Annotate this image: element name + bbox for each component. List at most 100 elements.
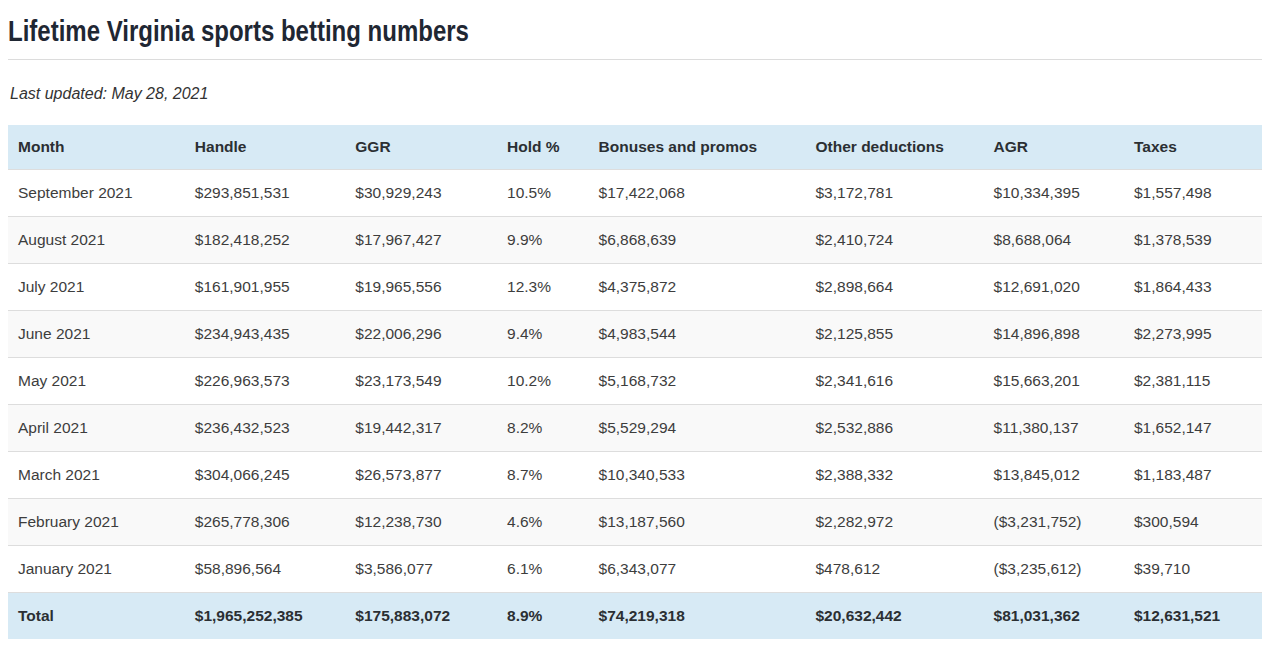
total-handle-cell: $1,965,252,385 — [185, 593, 346, 640]
taxes-cell: $300,594 — [1124, 499, 1262, 546]
table-row-july-2021: July 2021 $161,901,955 $19,965,556 12.3%… — [8, 264, 1262, 311]
taxes-cell: $2,381,115 — [1124, 358, 1262, 405]
ggr-cell: $12,238,730 — [345, 499, 497, 546]
month-cell: January 2021 — [8, 546, 185, 593]
page-title-text: Lifetime Virginia sports betting numbers — [8, 15, 469, 47]
bonuses-cell: $6,343,077 — [589, 546, 806, 593]
taxes-cell: $1,652,147 — [1124, 405, 1262, 452]
month-cell: June 2021 — [8, 311, 185, 358]
hold-pct-cell: 12.3% — [497, 264, 589, 311]
agr-cell: $13,845,012 — [984, 452, 1124, 499]
agr-cell: $10,334,395 — [984, 170, 1124, 217]
column-header-ggr: GGR — [345, 125, 497, 170]
agr-cell: $14,896,898 — [984, 311, 1124, 358]
column-header-hold-pct: Hold % — [497, 125, 589, 170]
table-row-june-2021: June 2021 $234,943,435 $22,006,296 9.4% … — [8, 311, 1262, 358]
table-row-january-2021: January 2021 $58,896,564 $3,586,077 6.1%… — [8, 546, 1262, 593]
table-row-total: Total $1,965,252,385 $175,883,072 8.9% $… — [8, 593, 1262, 640]
handle-cell: $161,901,955 — [185, 264, 346, 311]
other-deductions-cell: $2,125,855 — [806, 311, 984, 358]
handle-cell: $265,778,306 — [185, 499, 346, 546]
table-body: September 2021 $293,851,531 $30,929,243 … — [8, 170, 1262, 640]
ggr-cell: $19,442,317 — [345, 405, 497, 452]
total-taxes-cell: $12,631,521 — [1124, 593, 1262, 640]
handle-cell: $234,943,435 — [185, 311, 346, 358]
hold-pct-cell: 8.7% — [497, 452, 589, 499]
column-header-other-deductions: Other deductions — [806, 125, 984, 170]
hold-pct-cell: 9.4% — [497, 311, 589, 358]
handle-cell: $58,896,564 — [185, 546, 346, 593]
bonuses-cell: $6,868,639 — [589, 217, 806, 264]
hold-pct-cell: 4.6% — [497, 499, 589, 546]
other-deductions-cell: $2,898,664 — [806, 264, 984, 311]
agr-cell: $12,691,020 — [984, 264, 1124, 311]
table-header: Month Handle GGR Hold % Bonuses and prom… — [8, 125, 1262, 170]
column-header-agr: AGR — [984, 125, 1124, 170]
other-deductions-cell: $2,341,616 — [806, 358, 984, 405]
month-cell: July 2021 — [8, 264, 185, 311]
taxes-cell: $2,273,995 — [1124, 311, 1262, 358]
bonuses-cell: $4,375,872 — [589, 264, 806, 311]
ggr-cell: $26,573,877 — [345, 452, 497, 499]
other-deductions-cell: $2,388,332 — [806, 452, 984, 499]
bonuses-cell: $4,983,544 — [589, 311, 806, 358]
ggr-cell: $3,586,077 — [345, 546, 497, 593]
month-cell: August 2021 — [8, 217, 185, 264]
taxes-cell: $1,864,433 — [1124, 264, 1262, 311]
handle-cell: $293,851,531 — [185, 170, 346, 217]
hold-pct-cell: 6.1% — [497, 546, 589, 593]
other-deductions-cell: $2,532,886 — [806, 405, 984, 452]
other-deductions-cell: $3,172,781 — [806, 170, 984, 217]
ggr-cell: $17,967,427 — [345, 217, 497, 264]
month-cell: May 2021 — [8, 358, 185, 405]
ggr-cell: $22,006,296 — [345, 311, 497, 358]
table-row-april-2021: April 2021 $236,432,523 $19,442,317 8.2%… — [8, 405, 1262, 452]
taxes-cell: $39,710 — [1124, 546, 1262, 593]
bonuses-cell: $5,529,294 — [589, 405, 806, 452]
agr-cell: ($3,231,752) — [984, 499, 1124, 546]
other-deductions-cell: $478,612 — [806, 546, 984, 593]
handle-cell: $182,418,252 — [185, 217, 346, 264]
bonuses-cell: $10,340,533 — [589, 452, 806, 499]
agr-cell: $11,380,137 — [984, 405, 1124, 452]
month-cell: February 2021 — [8, 499, 185, 546]
hold-pct-cell: 10.5% — [497, 170, 589, 217]
handle-cell: $304,066,245 — [185, 452, 346, 499]
total-agr-cell: $81,031,362 — [984, 593, 1124, 640]
table-row-march-2021: March 2021 $304,066,245 $26,573,877 8.7%… — [8, 452, 1262, 499]
column-header-taxes: Taxes — [1124, 125, 1262, 170]
agr-cell: ($3,235,612) — [984, 546, 1124, 593]
month-cell: March 2021 — [8, 452, 185, 499]
taxes-cell: $1,183,487 — [1124, 452, 1262, 499]
column-header-month: Month — [8, 125, 185, 170]
month-cell: April 2021 — [8, 405, 185, 452]
table-row-february-2021: February 2021 $265,778,306 $12,238,730 4… — [8, 499, 1262, 546]
hold-pct-cell: 10.2% — [497, 358, 589, 405]
handle-cell: $226,963,573 — [185, 358, 346, 405]
other-deductions-cell: $2,410,724 — [806, 217, 984, 264]
bonuses-cell: $5,168,732 — [589, 358, 806, 405]
table-row-may-2021: May 2021 $226,963,573 $23,173,549 10.2% … — [8, 358, 1262, 405]
handle-cell: $236,432,523 — [185, 405, 346, 452]
column-header-bonuses: Bonuses and promos — [589, 125, 806, 170]
total-label-cell: Total — [8, 593, 185, 640]
page-title: Lifetime Virginia sports betting numbers — [8, 0, 1262, 47]
agr-cell: $8,688,064 — [984, 217, 1124, 264]
hold-pct-cell: 9.9% — [497, 217, 589, 264]
hold-pct-cell: 8.2% — [497, 405, 589, 452]
ggr-cell: $19,965,556 — [345, 264, 497, 311]
last-updated-note: Last updated: May 28, 2021 — [8, 60, 1262, 103]
total-ggr-cell: $175,883,072 — [345, 593, 497, 640]
bonuses-cell: $13,187,560 — [589, 499, 806, 546]
agr-cell: $15,663,201 — [984, 358, 1124, 405]
ggr-cell: $23,173,549 — [345, 358, 497, 405]
ggr-cell: $30,929,243 — [345, 170, 497, 217]
taxes-cell: $1,557,498 — [1124, 170, 1262, 217]
other-deductions-cell: $2,282,972 — [806, 499, 984, 546]
column-header-handle: Handle — [185, 125, 346, 170]
page: Lifetime Virginia sports betting numbers… — [0, 0, 1268, 666]
taxes-cell: $1,378,539 — [1124, 217, 1262, 264]
header-row: Month Handle GGR Hold % Bonuses and prom… — [8, 125, 1262, 170]
total-other-deductions-cell: $20,632,442 — [806, 593, 984, 640]
bonuses-cell: $17,422,068 — [589, 170, 806, 217]
